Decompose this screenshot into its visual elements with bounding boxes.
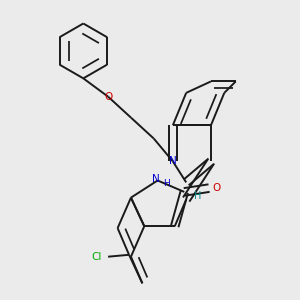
Text: H: H	[194, 191, 201, 201]
Text: O: O	[104, 92, 112, 102]
Text: N: N	[152, 174, 160, 184]
Text: N: N	[169, 156, 177, 167]
Text: O: O	[213, 183, 221, 193]
Text: Cl: Cl	[92, 252, 102, 262]
Text: H: H	[163, 179, 170, 188]
